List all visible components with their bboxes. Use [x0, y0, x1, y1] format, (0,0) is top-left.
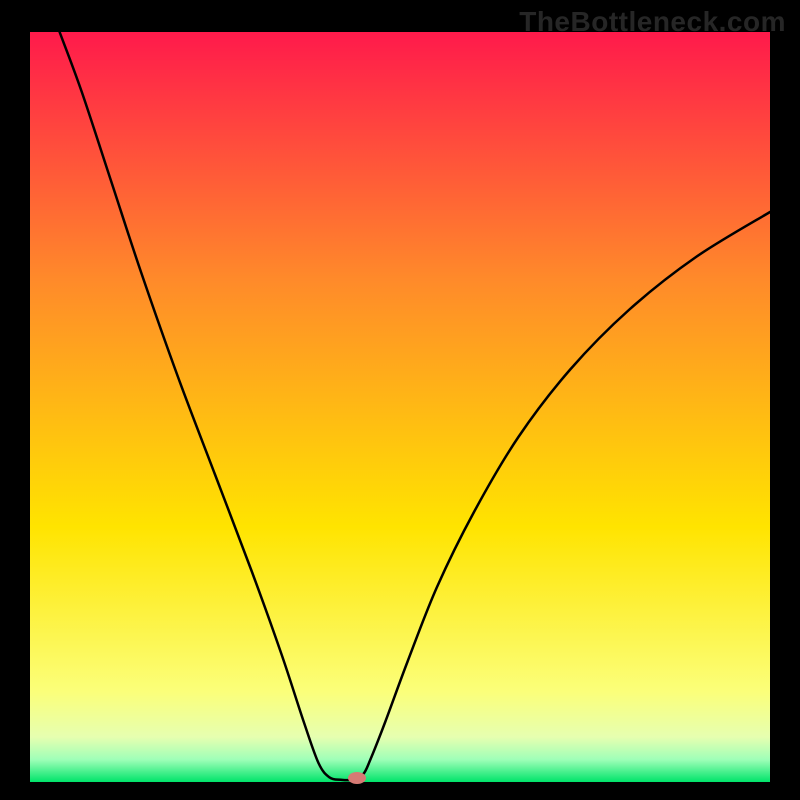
- bottleneck-curve: [30, 32, 770, 782]
- optimum-marker: [348, 772, 366, 784]
- curve-path: [60, 32, 770, 780]
- chart-plot-area: [30, 32, 770, 782]
- watermark-text: TheBottleneck.com: [519, 6, 786, 38]
- chart-container: TheBottleneck.com: [0, 0, 800, 800]
